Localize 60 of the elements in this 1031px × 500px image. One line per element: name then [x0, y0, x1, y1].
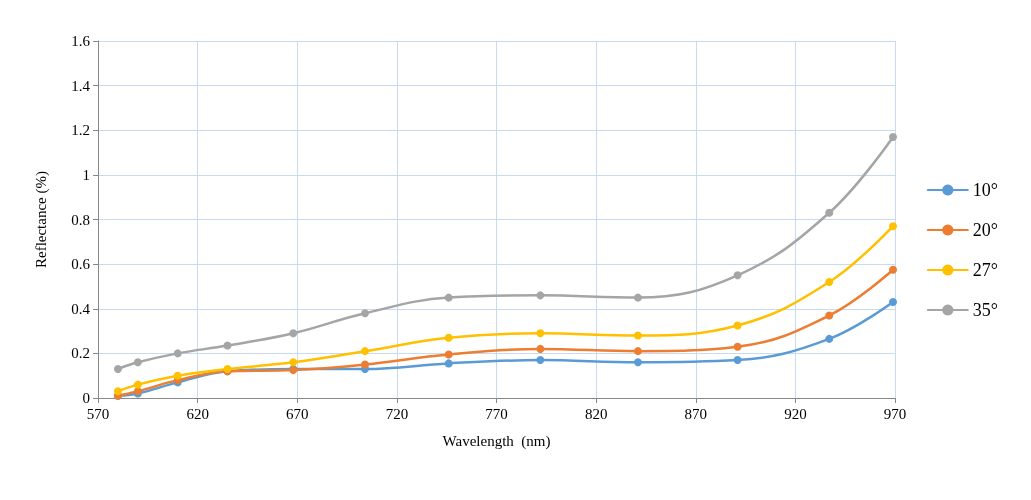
y-axis-title: Reflectance (%): [32, 170, 50, 269]
point: [889, 298, 898, 307]
legend-label: 10°: [972, 180, 998, 200]
point: [133, 380, 142, 389]
point: [223, 341, 232, 350]
point: [444, 359, 453, 368]
point: [289, 329, 298, 338]
y-tick-label: 0.6: [71, 256, 91, 273]
x-tick-label: 620: [186, 405, 209, 422]
point: [825, 277, 834, 286]
point: [444, 350, 453, 359]
point: [536, 356, 545, 365]
legend-label: 20°: [972, 220, 998, 240]
point: [113, 365, 122, 373]
point: [733, 342, 742, 351]
x-tick-label: 920: [784, 405, 807, 422]
x-tick-label: 870: [684, 405, 707, 422]
point: [536, 329, 545, 338]
x-tick-label: 970: [883, 405, 907, 422]
point: [633, 293, 642, 302]
point: [633, 358, 642, 367]
x-tick-label: 720: [385, 405, 409, 422]
point: [361, 360, 369, 369]
point: [361, 309, 369, 318]
y-tick-label: 0.2: [71, 345, 90, 362]
point: [733, 321, 742, 330]
point: [289, 358, 298, 367]
point: [133, 358, 142, 367]
y-tick-label: 0.4: [71, 300, 91, 317]
x-tick-label: 770: [485, 405, 508, 422]
point: [173, 371, 182, 380]
point: [889, 222, 898, 231]
point: [825, 208, 834, 217]
legend-label: 27°: [972, 260, 998, 280]
point: [361, 347, 369, 356]
point: [536, 344, 545, 353]
point: [173, 349, 182, 358]
point: [444, 293, 453, 302]
y-tick-label: 1.4: [71, 77, 91, 94]
y-tick-label: 1.6: [71, 33, 91, 49]
point: [113, 387, 122, 396]
point: [444, 333, 453, 342]
point: [889, 132, 898, 141]
point: [825, 334, 834, 343]
point: [633, 347, 642, 356]
point: [825, 311, 834, 320]
point: [633, 331, 642, 340]
y-tick-label: 1.2: [71, 122, 90, 139]
x-tick-label: 820: [584, 405, 608, 422]
y-tick-label: 1: [82, 166, 90, 183]
x-tick-label: 670: [286, 405, 309, 422]
point: [733, 271, 742, 280]
point: [733, 356, 742, 365]
x-axis-title: Wavelength (nm): [442, 432, 551, 450]
point: [536, 291, 545, 300]
legend-label: 35°: [972, 300, 998, 320]
x-tick-label: 570: [86, 405, 110, 422]
y-tick-label: 0.8: [71, 211, 90, 228]
y-tick-label: 0: [82, 390, 90, 406]
point: [889, 265, 898, 274]
